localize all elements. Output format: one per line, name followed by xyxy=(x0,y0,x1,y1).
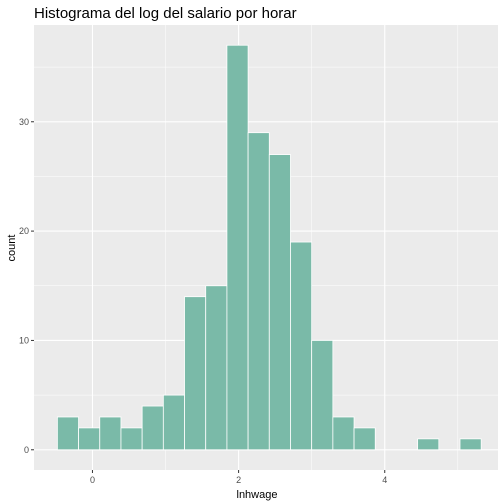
histogram-bar xyxy=(205,285,228,451)
histogram-bar xyxy=(141,405,164,451)
x-axis-ticks: 0 2 4 xyxy=(90,470,387,485)
minor-gridlines xyxy=(34,25,498,470)
histogram-bar xyxy=(268,154,291,451)
y-tick-label: 30 xyxy=(19,117,29,127)
y-tick-label: 10 xyxy=(19,335,29,345)
histogram-bar xyxy=(162,394,185,451)
chart-title: Histograma del log del salario por horar xyxy=(34,5,297,22)
y-axis-title: count xyxy=(6,235,18,262)
x-tick-label: 4 xyxy=(382,475,387,485)
x-axis-title: lnhwage xyxy=(237,489,278,501)
histogram-bar xyxy=(247,132,270,451)
histogram-bar xyxy=(332,416,355,451)
histogram-bar xyxy=(226,44,249,451)
histogram-bar xyxy=(290,241,313,451)
histogram-bar xyxy=(78,427,101,451)
x-tick-label: 0 xyxy=(90,475,95,485)
histogram-bar xyxy=(184,296,207,451)
histogram-bars xyxy=(56,44,482,451)
histogram-bar xyxy=(353,427,376,451)
x-tick-label: 2 xyxy=(236,475,241,485)
histogram-bar xyxy=(56,416,79,451)
y-tick-label: 0 xyxy=(24,445,29,455)
histogram-bar xyxy=(120,427,143,451)
histogram-bar xyxy=(459,438,482,451)
histogram-bar xyxy=(311,340,334,451)
y-axis-ticks: 0 10 20 30 xyxy=(19,117,34,455)
histogram-bar xyxy=(99,416,122,451)
y-tick-label: 20 xyxy=(19,226,29,236)
histogram-bar xyxy=(417,438,440,451)
